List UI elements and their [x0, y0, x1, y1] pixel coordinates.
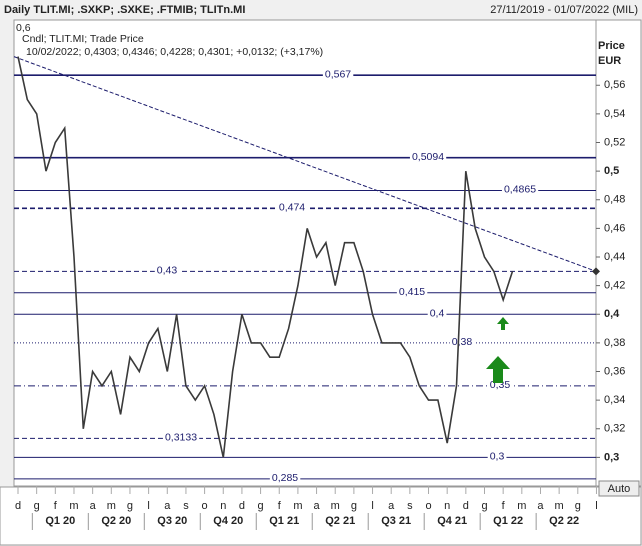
level-label: 0,5094 — [412, 151, 444, 163]
x-tick-label: f — [502, 500, 506, 512]
y-tick-label: 0,4 — [604, 308, 620, 320]
x-tick-label: g — [575, 500, 581, 512]
x-tick-label: a — [388, 500, 395, 512]
y-tick-label: 0,38 — [604, 337, 625, 349]
ohlc-line: 10/02/2022; 0,4303; 0,4346; 0,4228; 0,43… — [26, 46, 323, 58]
plot-area — [13, 19, 597, 487]
x-tick-label: d — [463, 500, 469, 512]
quarter-label: Q1 20 — [45, 515, 75, 527]
x-tick-label: m — [331, 500, 340, 512]
level-label: 0,38 — [452, 336, 473, 348]
level-label: 0,3 — [490, 451, 505, 463]
x-tick-label: n — [444, 500, 450, 512]
x-tick-label: l — [595, 500, 597, 512]
level-label-bg — [322, 68, 354, 81]
x-tick-label: o — [202, 500, 208, 512]
x-tick-label: o — [425, 500, 431, 512]
x-tick-label: m — [517, 500, 526, 512]
quarter-label: Q2 20 — [101, 515, 131, 527]
level-label-bg — [409, 150, 447, 163]
x-tick-label: a — [313, 500, 320, 512]
y-axis-panel — [595, 19, 642, 487]
x-tick-label: m — [293, 500, 302, 512]
x-tick-label: a — [90, 500, 97, 512]
x-tick-label: s — [183, 500, 189, 512]
legend-line: Cndl; TLIT.MI; Trade Price — [22, 33, 144, 45]
quarter-label: Q3 20 — [157, 515, 187, 527]
quarter-label: Q2 22 — [549, 515, 579, 527]
y-unit: EUR — [598, 55, 621, 67]
x-tick-label: g — [127, 500, 133, 512]
x-tick-label: f — [54, 500, 58, 512]
y-tick-label: 0,5 — [604, 165, 619, 177]
x-tick-label: n — [220, 500, 226, 512]
y-tick-label: 0,48 — [604, 194, 625, 206]
level-label: 0,4865 — [504, 184, 536, 196]
y-tick-label: 0,36 — [604, 365, 625, 377]
x-tick-label: d — [239, 500, 245, 512]
trendline — [13, 56, 597, 272]
quarter-label: Q1 21 — [269, 515, 299, 527]
level-label-bg — [501, 183, 539, 196]
level-label-bg — [154, 264, 180, 277]
x-tick-label: s — [407, 500, 413, 512]
x-tick-label: m — [555, 500, 564, 512]
x-tick-label: l — [371, 500, 373, 512]
y-tick-label: 0,34 — [604, 394, 625, 406]
auto-button-label[interactable]: Auto — [608, 483, 631, 495]
x-tick-label: d — [15, 500, 21, 512]
y-tick-label: 0,54 — [604, 108, 625, 120]
x-tick-label: g — [34, 500, 40, 512]
level-label-bg — [449, 336, 475, 349]
level-label: 0,415 — [399, 286, 425, 298]
y-tick-label: 0,3 — [604, 451, 619, 463]
x-tick-label: g — [351, 500, 357, 512]
quarter-label: Q1 22 — [493, 515, 523, 527]
quarter-label: Q4 20 — [213, 515, 243, 527]
plot: 0,567 0,5094 0,4865 0,474 0,43 0,415 0,4 0,38 0,… — [13, 56, 600, 485]
y-label: Price — [598, 40, 625, 52]
level-label: 0,474 — [279, 202, 305, 214]
big-arrow — [486, 356, 510, 383]
x-tick-label: g — [481, 500, 487, 512]
y-tick-label: 0,44 — [604, 251, 625, 263]
x-axis-panel — [0, 486, 642, 546]
level-label-bg — [427, 307, 447, 320]
y-tick-label: 0,56 — [604, 79, 625, 91]
level-label: 0,567 — [325, 69, 351, 81]
price-line — [17, 56, 514, 458]
auto-button[interactable] — [598, 480, 640, 497]
x-tick-label: l — [147, 500, 149, 512]
x-tick-label: a — [164, 500, 171, 512]
x-tick-label: g — [258, 500, 264, 512]
y-tick-label: 0,32 — [604, 423, 625, 435]
quarter-label: Q4 21 — [437, 515, 467, 527]
y-tick-label: 0,46 — [604, 222, 625, 234]
level-label-bg — [276, 201, 308, 214]
level-label: 0,285 — [272, 472, 298, 484]
trendline-end — [592, 267, 600, 276]
level-label-bg — [162, 431, 200, 444]
small-arrow — [497, 317, 509, 330]
level-label-bg — [396, 286, 428, 299]
x-tick-label: f — [278, 500, 282, 512]
level-label: 0,4 — [430, 308, 445, 320]
level-label-bg — [487, 450, 507, 463]
x-tick-label: m — [107, 500, 116, 512]
x-tick-label: m — [69, 500, 78, 512]
level-label: 0,3133 — [165, 432, 197, 444]
chart-title: Daily TLIT.MI; .SXKP; .SXKE; .FTMIB; TLI… — [4, 4, 245, 16]
y-tick-label: 0,42 — [604, 280, 625, 292]
y-tick-label: 0,6 — [16, 22, 31, 34]
level-label-bg — [269, 472, 301, 485]
x-tick-label: a — [537, 500, 544, 512]
date-range: 27/11/2019 - 01/07/2022 (MIL) — [490, 4, 638, 16]
quarter-label: Q2 21 — [325, 515, 355, 527]
level-label: 0,43 — [157, 265, 178, 277]
quarter-label: Q3 21 — [381, 515, 411, 527]
y-tick-label: 0,52 — [604, 136, 625, 148]
